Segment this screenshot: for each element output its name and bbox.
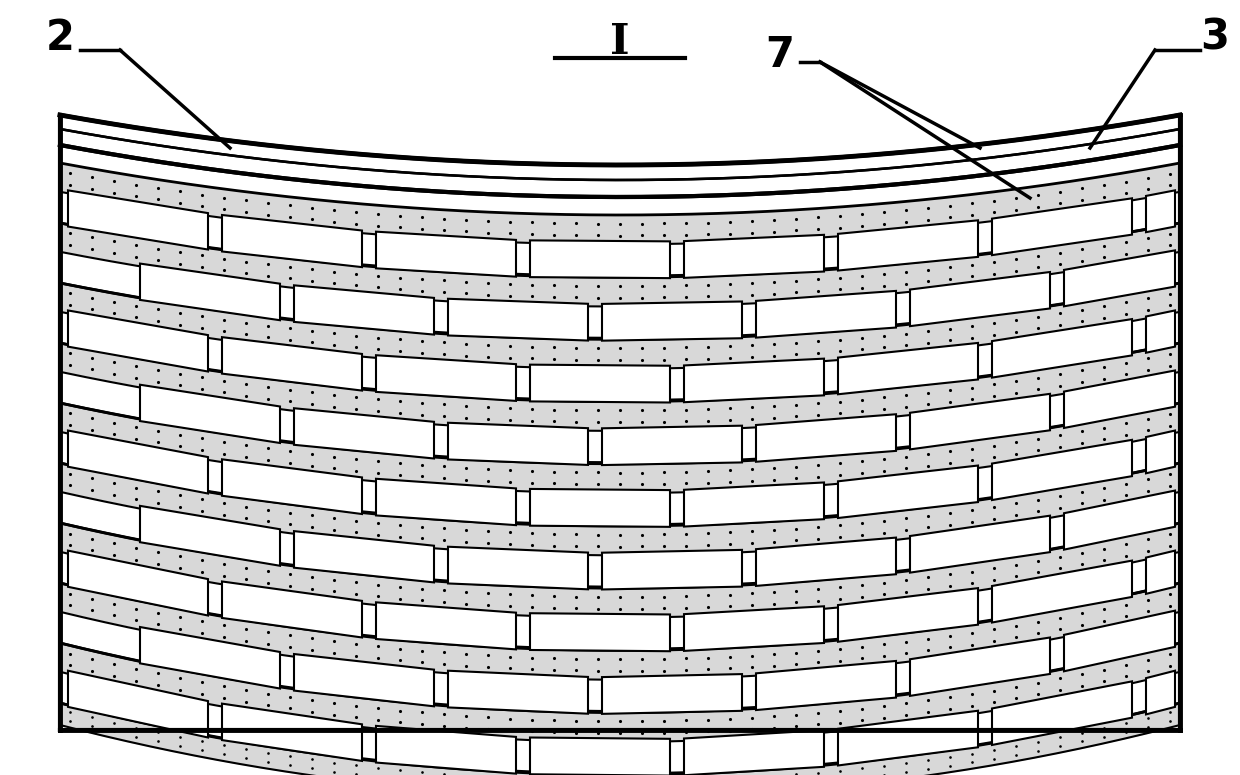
- Polygon shape: [529, 489, 670, 527]
- Polygon shape: [60, 191, 1180, 276]
- Polygon shape: [992, 319, 1132, 377]
- Polygon shape: [601, 425, 742, 465]
- Polygon shape: [222, 337, 362, 391]
- Polygon shape: [60, 223, 1180, 306]
- Polygon shape: [529, 613, 670, 651]
- Polygon shape: [60, 343, 1180, 431]
- Polygon shape: [992, 198, 1132, 255]
- Polygon shape: [838, 588, 978, 642]
- Polygon shape: [684, 483, 825, 526]
- Polygon shape: [601, 550, 742, 590]
- Polygon shape: [992, 440, 1132, 500]
- Text: 7: 7: [765, 34, 795, 76]
- Text: I: I: [610, 21, 630, 63]
- Polygon shape: [684, 359, 825, 402]
- Polygon shape: [140, 627, 280, 688]
- Polygon shape: [992, 681, 1132, 745]
- Polygon shape: [294, 654, 434, 706]
- Polygon shape: [910, 394, 1050, 449]
- Polygon shape: [756, 661, 897, 710]
- Polygon shape: [756, 415, 897, 462]
- Polygon shape: [1146, 191, 1176, 232]
- Polygon shape: [60, 672, 1180, 773]
- Polygon shape: [448, 546, 588, 589]
- Polygon shape: [992, 560, 1132, 622]
- Polygon shape: [838, 711, 978, 766]
- Polygon shape: [376, 726, 516, 773]
- Polygon shape: [60, 432, 1180, 525]
- Polygon shape: [222, 581, 362, 638]
- Polygon shape: [1146, 311, 1176, 353]
- Polygon shape: [60, 145, 1180, 730]
- Polygon shape: [838, 343, 978, 394]
- Polygon shape: [222, 460, 362, 514]
- Polygon shape: [60, 611, 1180, 711]
- Polygon shape: [60, 252, 1180, 338]
- Polygon shape: [294, 285, 434, 335]
- Polygon shape: [910, 272, 1050, 326]
- Polygon shape: [60, 703, 1180, 775]
- Polygon shape: [448, 422, 588, 465]
- Polygon shape: [910, 515, 1050, 573]
- Polygon shape: [140, 384, 280, 443]
- Polygon shape: [448, 299, 588, 340]
- Polygon shape: [60, 583, 1180, 680]
- Polygon shape: [1146, 550, 1176, 594]
- Polygon shape: [838, 466, 978, 518]
- Polygon shape: [60, 523, 1180, 618]
- Polygon shape: [376, 602, 516, 649]
- Polygon shape: [60, 463, 1180, 556]
- Text: 2: 2: [46, 17, 74, 59]
- Polygon shape: [60, 283, 1180, 369]
- Polygon shape: [1146, 431, 1176, 474]
- Polygon shape: [1064, 370, 1176, 428]
- Polygon shape: [756, 291, 897, 338]
- Polygon shape: [376, 355, 516, 401]
- Polygon shape: [756, 538, 897, 586]
- Polygon shape: [222, 215, 362, 267]
- Polygon shape: [68, 311, 208, 371]
- Polygon shape: [68, 191, 208, 250]
- Polygon shape: [60, 492, 1180, 587]
- Polygon shape: [60, 372, 1180, 463]
- Polygon shape: [68, 431, 208, 494]
- Polygon shape: [1146, 670, 1176, 715]
- Polygon shape: [222, 704, 362, 761]
- Text: 3: 3: [1200, 17, 1230, 59]
- Polygon shape: [838, 220, 978, 270]
- Polygon shape: [60, 552, 1180, 649]
- Polygon shape: [68, 670, 208, 738]
- Polygon shape: [448, 670, 588, 714]
- Polygon shape: [529, 240, 670, 278]
- Polygon shape: [684, 235, 825, 278]
- Polygon shape: [529, 738, 670, 775]
- Polygon shape: [60, 643, 1180, 742]
- Polygon shape: [294, 531, 434, 582]
- Polygon shape: [684, 730, 825, 775]
- Polygon shape: [60, 115, 1180, 197]
- Polygon shape: [60, 163, 1180, 244]
- Polygon shape: [1064, 250, 1176, 306]
- Polygon shape: [376, 479, 516, 525]
- Polygon shape: [684, 606, 825, 651]
- Polygon shape: [294, 408, 434, 459]
- Polygon shape: [529, 365, 670, 402]
- Polygon shape: [140, 506, 280, 566]
- Polygon shape: [601, 674, 742, 714]
- Polygon shape: [60, 312, 1180, 401]
- Polygon shape: [1064, 611, 1176, 671]
- Polygon shape: [1064, 491, 1176, 549]
- Polygon shape: [601, 301, 742, 341]
- Polygon shape: [910, 638, 1050, 696]
- Polygon shape: [140, 264, 280, 320]
- Polygon shape: [60, 403, 1180, 493]
- Polygon shape: [376, 232, 516, 277]
- Polygon shape: [68, 550, 208, 615]
